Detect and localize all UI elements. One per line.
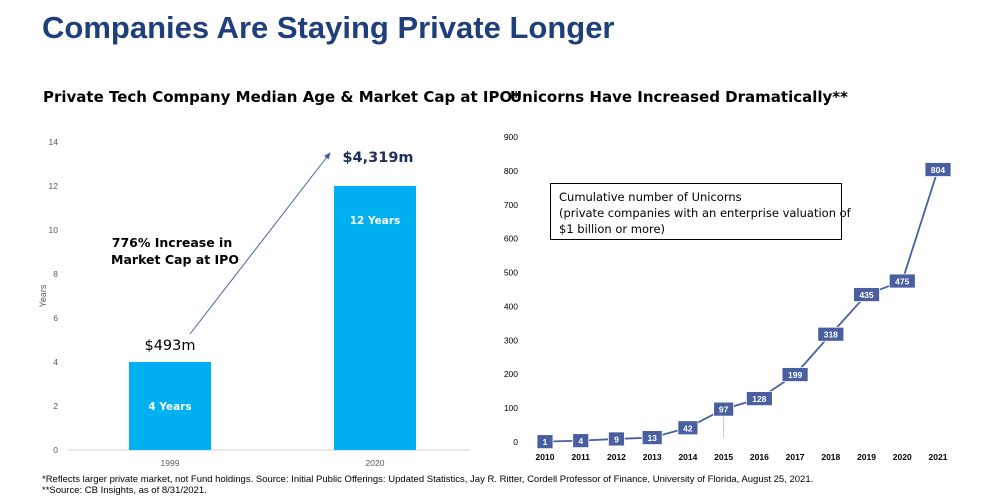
line-x-tick-label: 2017 xyxy=(786,452,805,462)
bar-y-tick-label: 0 xyxy=(53,445,58,455)
unicorn-point-2012 xyxy=(608,431,625,447)
line-y-tick-label: 100 xyxy=(504,403,518,413)
line-x-tick-label: 2018 xyxy=(821,452,840,462)
line-x-tick-label: 2015 xyxy=(714,452,733,462)
unicorn-point-2011 xyxy=(572,433,590,449)
line-y-tick-label: 700 xyxy=(504,200,518,210)
unicorn-point-2013 xyxy=(641,430,663,445)
unicorn-point-2017 xyxy=(781,367,809,382)
unicorn-point-2015 xyxy=(713,401,735,417)
line-x-tick-label: 2016 xyxy=(750,452,769,462)
line-x-tick-label: 2011 xyxy=(572,452,591,462)
increase-annotation-line-2: Market Cap at IPO xyxy=(111,252,239,267)
bar-y-tick-label: 10 xyxy=(49,225,59,235)
bar-chart-title: Private Tech Company Median Age & Market… xyxy=(43,88,521,106)
legend-line-3: $1 billion or more) xyxy=(559,222,666,236)
line-y-tick-label: 300 xyxy=(504,335,518,345)
bar-2020 xyxy=(334,186,416,450)
unicorn-point-2019 xyxy=(853,287,880,302)
unicorn-data-label: 318 xyxy=(824,330,838,340)
unicorn-point-2014 xyxy=(677,420,699,436)
unicorn-data-label: 13 xyxy=(647,433,657,443)
footnote-1: *Reflects larger private market, not Fun… xyxy=(42,474,814,485)
unicorn-data-label: 9 xyxy=(614,434,619,444)
unicorn-data-label: 804 xyxy=(931,165,945,175)
line-x-tick-label: 2014 xyxy=(678,452,697,462)
increase-annotation-line-1: 776% Increase in xyxy=(112,235,232,250)
unicorn-data-label: 1 xyxy=(543,437,548,447)
line-x-tick-label: 2013 xyxy=(643,452,662,462)
unicorn-data-label: 4 xyxy=(578,436,583,446)
line-y-tick-label: 500 xyxy=(504,268,518,278)
unicorn-data-label: 97 xyxy=(719,405,729,415)
bar-y-axis-label: Years xyxy=(38,284,48,307)
unicorn-point-2016 xyxy=(745,391,773,407)
unicorn-legend-box: Cumulative number of Unicorns (private c… xyxy=(550,183,851,240)
unicorn-data-label: 42 xyxy=(683,423,693,433)
line-x-tick-label: 2019 xyxy=(857,452,876,462)
increase-arrow xyxy=(189,152,331,335)
bar-x-tick-label: 2020 xyxy=(366,458,385,468)
line-y-tick-label: 400 xyxy=(504,301,518,311)
bar-y-tick-label: 8 xyxy=(53,269,58,279)
bar-y-tick-label: 4 xyxy=(53,357,58,367)
bar-y-tick-label: 6 xyxy=(53,313,58,323)
line-x-tick-label: 2012 xyxy=(607,452,626,462)
line-chart-title: Unicorns Have Increased Dramatically** xyxy=(510,88,848,106)
legend-line-2: (private companies with an enterprise va… xyxy=(559,206,851,220)
page-title: Companies Are Staying Private Longer xyxy=(42,10,615,45)
line-x-tick-label: 2010 xyxy=(536,452,555,462)
unicorn-data-label: 199 xyxy=(788,370,802,380)
legend-line-1: Cumulative number of Unicorns xyxy=(559,190,742,204)
unicorn-point-2020 xyxy=(888,273,916,289)
bar-y-tick-label: 2 xyxy=(53,401,58,411)
line-y-tick-label: 800 xyxy=(504,166,518,176)
market-cap-2020-label: $4,319m xyxy=(342,150,413,166)
unicorn-data-label: 128 xyxy=(752,394,766,404)
unicorn-point-2021 xyxy=(924,162,952,177)
line-y-tick-label: 600 xyxy=(504,234,518,244)
bar-data-label: 4 Years xyxy=(148,401,191,413)
unicorn-data-label: 435 xyxy=(859,290,873,300)
bar-1999 xyxy=(129,362,211,450)
bar-y-tick-label: 14 xyxy=(49,137,59,147)
bar-data-label: 12 Years xyxy=(350,215,401,227)
bar-x-tick-label: 1999 xyxy=(161,458,180,468)
line-y-tick-label: 200 xyxy=(504,369,518,379)
unicorn-data-label: 475 xyxy=(895,277,909,287)
line-y-tick-label: 900 xyxy=(504,132,518,142)
unicorn-point-2010 xyxy=(536,434,554,450)
footnote-2: **Source: CB Insights, as of 8/31/2021. xyxy=(42,485,207,496)
bar-y-tick-label: 12 xyxy=(49,181,59,191)
line-x-tick-label: 2020 xyxy=(893,452,912,462)
unicorn-point-2018 xyxy=(817,326,845,342)
market-cap-1999-label: $493m xyxy=(144,338,195,354)
line-x-tick-label: 2021 xyxy=(929,452,948,462)
line-y-tick-label: 0 xyxy=(513,437,518,447)
